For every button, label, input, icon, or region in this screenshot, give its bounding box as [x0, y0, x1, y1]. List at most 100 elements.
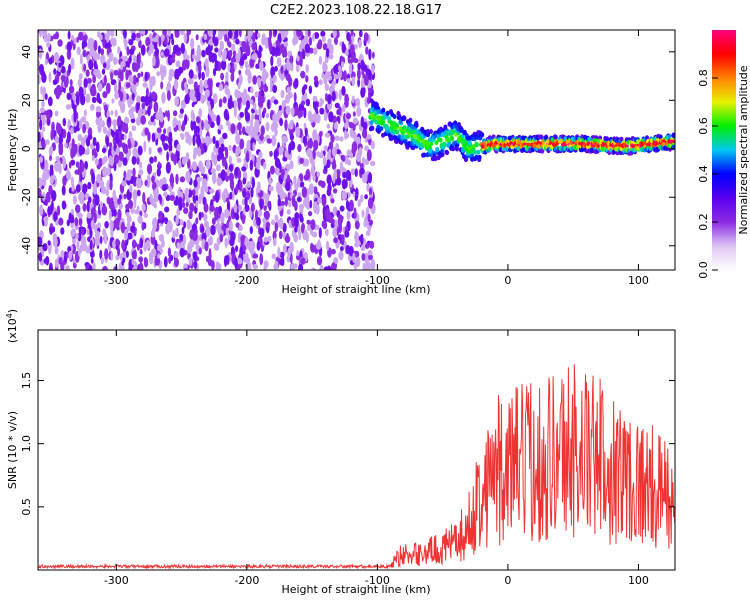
spectrogram-cell [318, 131, 323, 138]
spectrogram-cell [57, 39, 63, 47]
spectrogram-cell [140, 44, 146, 56]
spectrogram-cell [155, 47, 160, 57]
spectrogram-cell [164, 36, 168, 45]
spectrogram-cell [41, 126, 46, 132]
spectrogram-cell [275, 46, 281, 55]
spectrogram-cell [372, 51, 375, 59]
spectrogram-cell [303, 158, 310, 167]
spectrogram-cell [251, 32, 256, 43]
spectrogram-cell [333, 257, 339, 265]
spectrogram-cell [244, 236, 249, 247]
spectrogram-cell [355, 136, 361, 145]
spectrogram-cell [55, 220, 60, 226]
spectrogram-cell [385, 110, 390, 116]
spectrogram-cell [285, 163, 291, 172]
spectrogram-cell [352, 191, 356, 198]
spectrogram-cell [212, 195, 216, 202]
spectrogram-cell [51, 190, 57, 202]
spectrogram-cell [137, 72, 141, 79]
spectrogram-cell [165, 135, 169, 142]
spectrogram-cell [110, 37, 114, 45]
spectrogram-cell [102, 62, 107, 69]
spectrogram-cell [46, 41, 51, 48]
spectrogram-cell [180, 42, 185, 54]
spectrogram-cell [249, 99, 254, 105]
spectrogram-cell [141, 102, 145, 110]
spectrogram-cell [300, 100, 306, 106]
spectrogram-cell [123, 134, 127, 140]
spectrogram-cell [257, 50, 262, 59]
spectrogram-cell [177, 66, 184, 74]
bottom-y-axis-label: SNR (10 * v/v) [6, 411, 19, 489]
spectrogram-cell [264, 210, 270, 220]
spectrogram-cell [365, 46, 369, 55]
spectrogram-cell [83, 78, 88, 88]
spectrogram-cell [587, 136, 592, 142]
spectrogram-cell [127, 232, 133, 240]
spectrogram-cell [310, 244, 316, 253]
spectrogram-cell [176, 143, 181, 152]
spectrogram-cell [330, 262, 337, 270]
spectrogram-cell [49, 145, 54, 156]
spectrogram-cell [199, 126, 203, 138]
spectrogram-cell [39, 107, 45, 113]
spectrogram-cell [339, 136, 344, 142]
spectrogram-cell [54, 258, 59, 268]
spectrogram-cell [43, 216, 49, 222]
spectrogram-cell [118, 194, 122, 200]
spectrogram-cell [132, 55, 137, 63]
spectrogram-cell [227, 100, 233, 110]
spectrogram-cell [82, 203, 87, 212]
spectrogram-cell [230, 246, 235, 255]
spectrogram-cell [235, 147, 239, 159]
spectrogram-cell [238, 224, 243, 232]
spectrogram-cell [109, 180, 113, 191]
spectrogram-cell [333, 64, 339, 74]
spectrogram-cell [214, 47, 219, 53]
spectrogram-cell [258, 151, 263, 159]
spectrogram-cell [53, 68, 57, 75]
spectrogram-cell [307, 30, 311, 37]
spectrogram-cell [247, 30, 252, 42]
spectrogram-cell [345, 199, 349, 210]
y-tick-label: 0.5 [20, 498, 33, 516]
spectrogram-cell [39, 30, 43, 38]
spectrogram-cell [97, 222, 101, 229]
spectrogram-cell [70, 127, 74, 135]
spectrogram-cell [167, 219, 172, 231]
spectrogram-cell [174, 96, 180, 107]
spectrogram-cell [121, 239, 126, 251]
spectrogram-cell [387, 116, 392, 122]
spectrogram-cell [194, 228, 198, 236]
spectrogram-cell [267, 99, 271, 110]
spectrogram-cell [198, 108, 203, 119]
spectrogram-cell [92, 262, 96, 270]
spectrogram-cell [259, 253, 264, 266]
spectrogram-cell [90, 257, 94, 264]
spectrogram-cell [244, 196, 248, 207]
spectrogram-cell [54, 135, 59, 144]
spectrogram-cell [48, 57, 53, 65]
spectrogram-cell [97, 45, 101, 54]
spectrogram-cell [118, 151, 124, 161]
spectrogram-cell [297, 192, 302, 199]
spectrogram-cell [129, 113, 135, 120]
y-tick-label: 1.5 [20, 372, 33, 390]
spectrogram-cell [234, 89, 239, 99]
spectrogram-cell [229, 238, 235, 247]
spectrogram-cell [368, 187, 373, 196]
spectrogram-cell [117, 208, 122, 221]
spectrogram-cell [256, 216, 261, 227]
spectrogram-cell [348, 58, 354, 65]
x-tick-label: -100 [365, 574, 390, 587]
spectrogram-cell [326, 174, 332, 185]
spectrogram-cell [118, 99, 123, 108]
spectrogram-cell [130, 225, 135, 233]
x-tick-label: 100 [628, 274, 649, 287]
spectrogram-cell [181, 156, 187, 166]
y-tick-label: -20 [20, 188, 33, 206]
spectrogram-cell [220, 143, 224, 149]
spectrogram-cell [174, 68, 180, 81]
spectrogram-cell [65, 76, 69, 86]
spectrogram-cell [244, 60, 249, 70]
